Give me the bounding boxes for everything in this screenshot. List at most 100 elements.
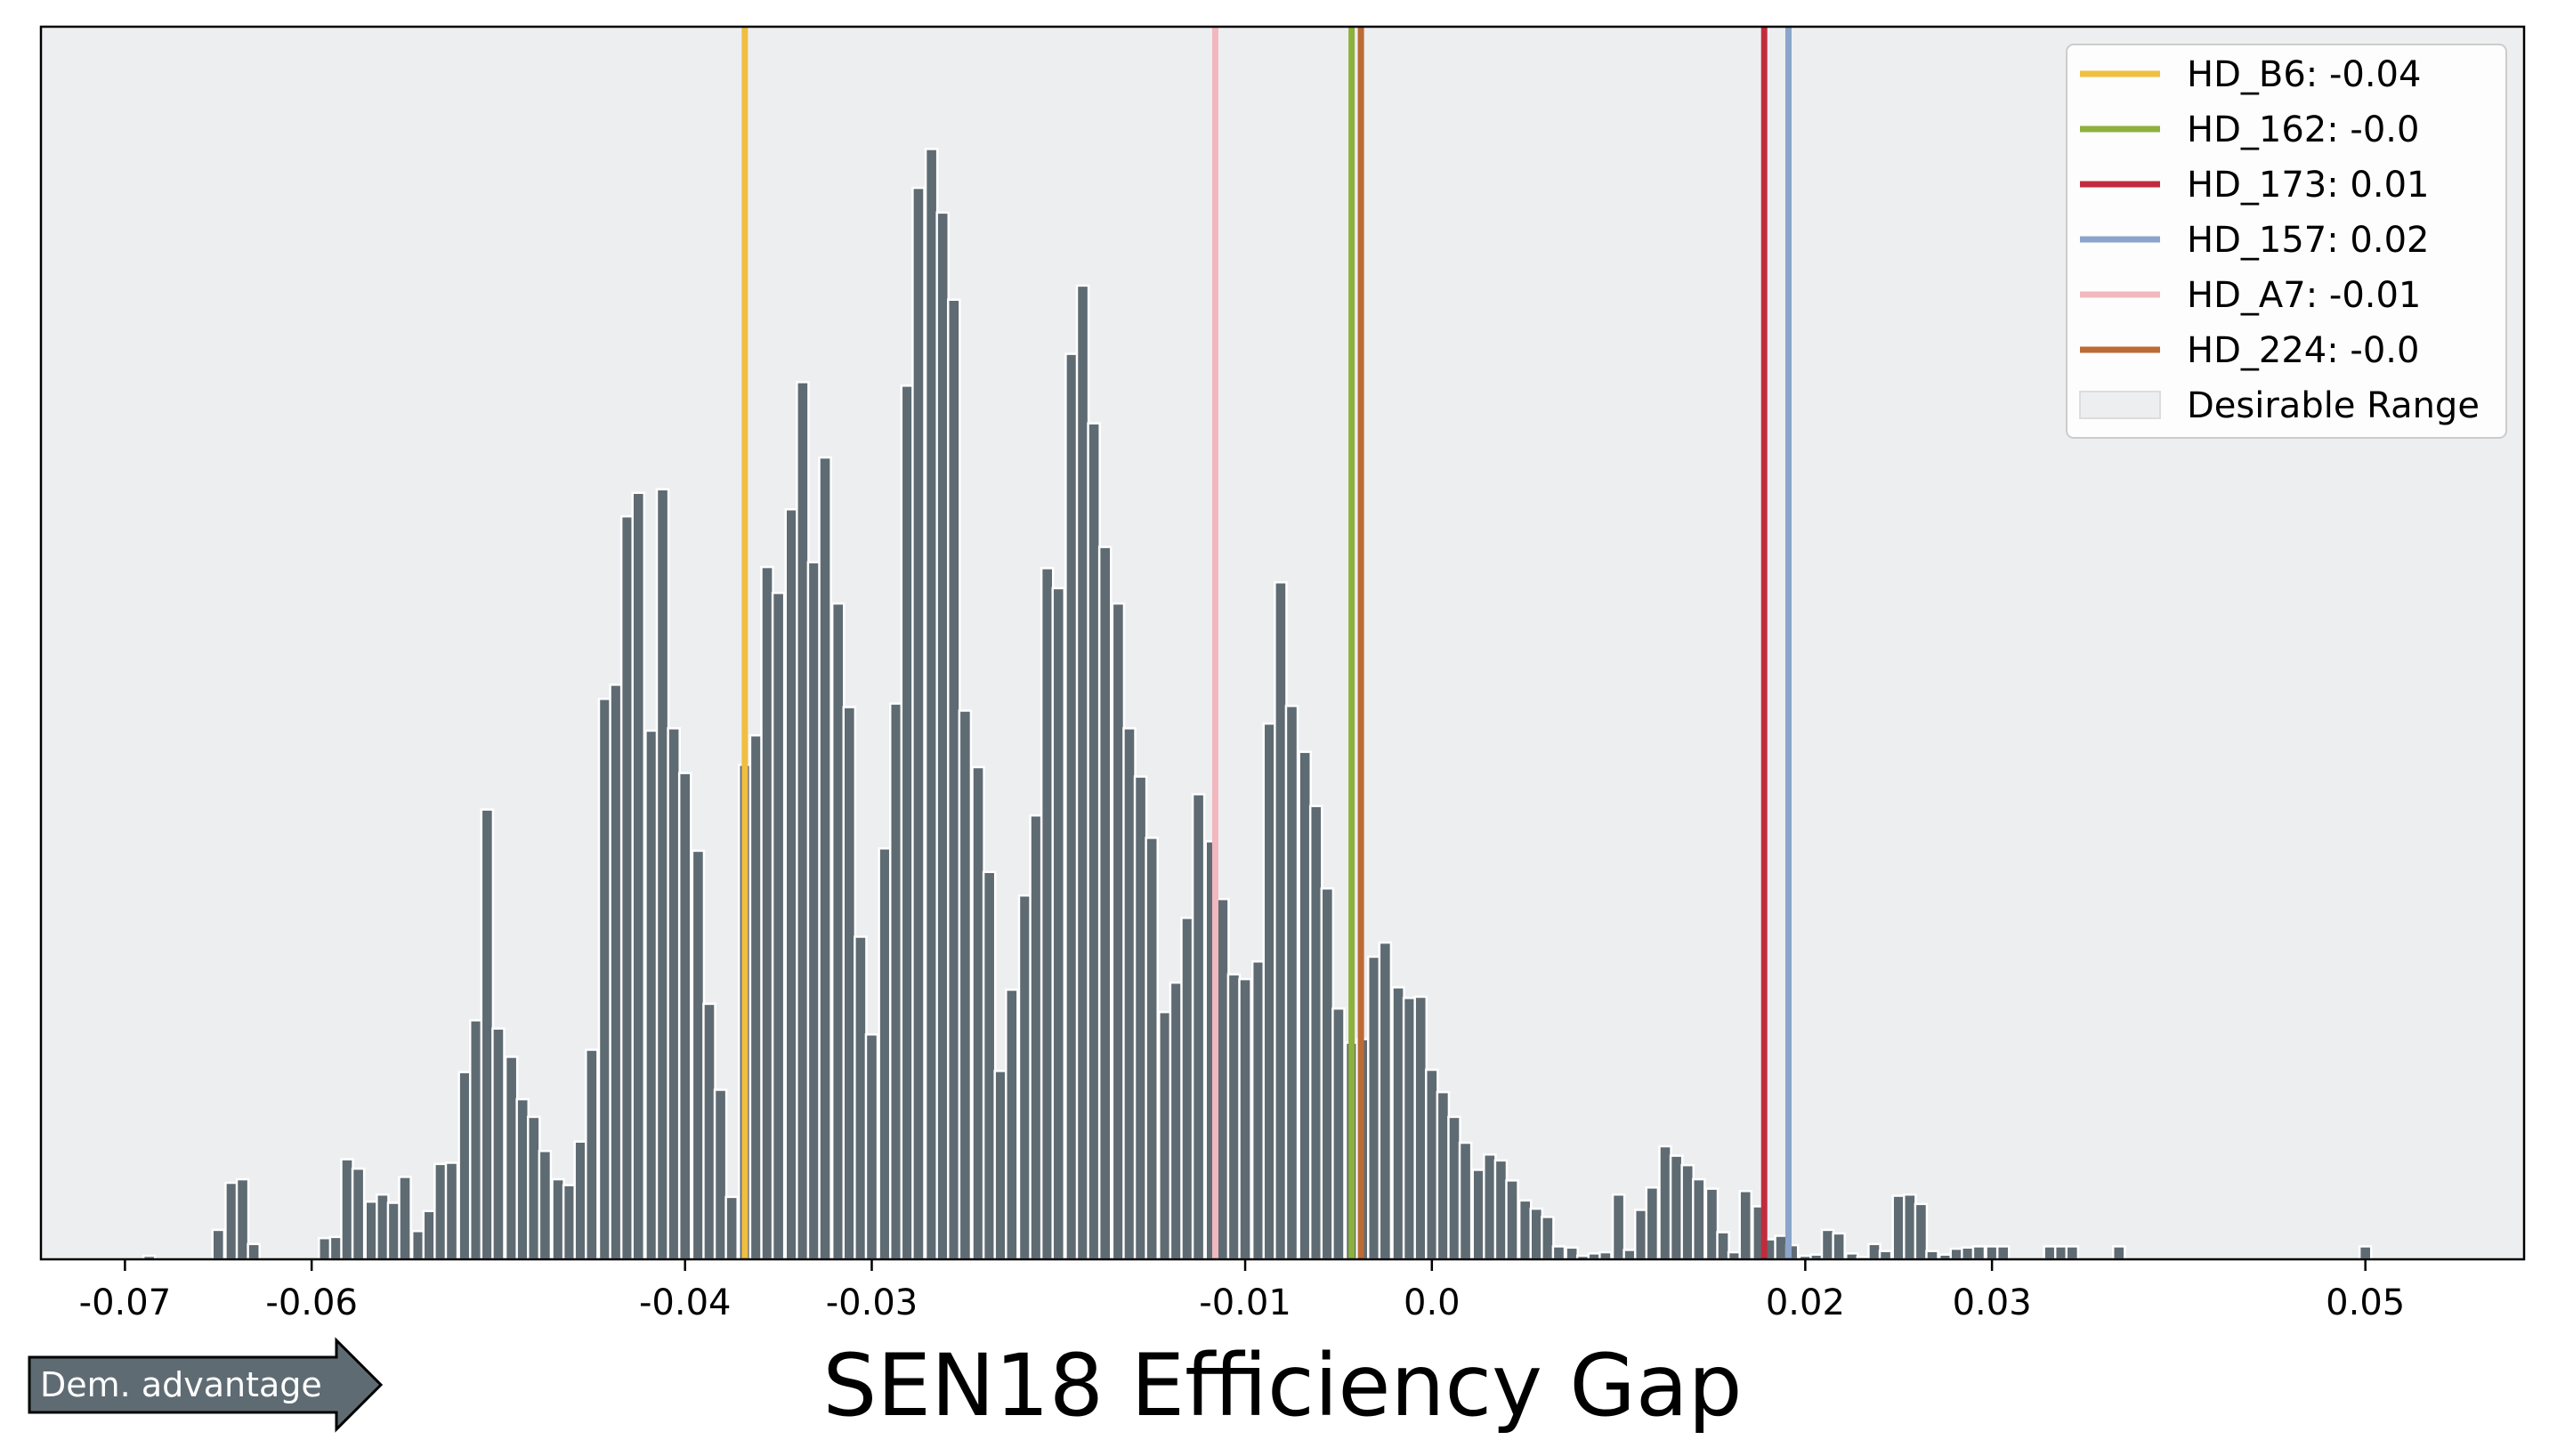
histogram-bar: [911, 186, 926, 1261]
histogram-bar: [1517, 1199, 1533, 1261]
x-tick-label: 0.03: [1953, 1282, 2032, 1323]
histogram-bar: [1122, 727, 1137, 1261]
histogram-bar: [1262, 722, 1277, 1261]
histogram-bar: [1458, 1141, 1473, 1261]
histogram-bar: [1366, 955, 1381, 1261]
histogram-bar: [573, 1140, 588, 1261]
histogram-bar: [1961, 1246, 1975, 1261]
arrow-shape: [28, 1337, 384, 1433]
legend-label: HD_A7: -0.01: [2187, 275, 2421, 316]
histogram-bar: [691, 849, 706, 1261]
histogram-bar: [1413, 995, 1428, 1261]
histogram-bar: [2053, 1245, 2068, 1261]
histogram-bar: [1075, 284, 1090, 1261]
histogram-bar: [1738, 1190, 1753, 1261]
histogram-bar: [1097, 546, 1113, 1261]
histogram-bar: [1436, 1090, 1451, 1261]
legend-label: Desirable Range: [2187, 385, 2480, 426]
histogram-bar: [340, 1158, 354, 1261]
histogram-bar: [1169, 981, 1184, 1261]
histogram-bar: [1541, 1216, 1555, 1261]
histogram-bar: [1133, 775, 1148, 1261]
x-tick-label: -0.07: [79, 1282, 172, 1323]
histogram-bar: [1274, 581, 1288, 1261]
legend: HD_B6: -0.04 HD_162: -0.0 HD_173: 0.01 HD_1…: [2066, 44, 2507, 439]
histogram-bar: [1191, 793, 1206, 1261]
legend-label: HD_224: -0.0: [2187, 330, 2419, 371]
histogram-bar: [318, 1236, 332, 1261]
histogram-bar: [1622, 1249, 1637, 1261]
x-tick-label: 0.05: [2326, 1282, 2405, 1323]
histogram-bar: [2358, 1245, 2373, 1261]
histogram-bar: [1005, 988, 1019, 1261]
legend-label: HD_162: -0.0: [2187, 109, 2419, 150]
histogram-bar: [1925, 1250, 1939, 1261]
histogram-bar: [888, 702, 903, 1261]
histogram-bar: [842, 706, 857, 1261]
histogram-bar: [655, 488, 670, 1261]
histogram-bar: [410, 1230, 425, 1261]
histogram-bar: [667, 727, 681, 1261]
histogram-bar: [1680, 1163, 1695, 1261]
histogram-bar: [993, 1070, 1008, 1261]
histogram-bar: [1226, 973, 1242, 1261]
histogram-bar: [247, 1242, 261, 1261]
histogram-bar: [935, 211, 951, 1261]
histogram-bar: [211, 1228, 226, 1261]
histogram-bar: [480, 808, 495, 1261]
histogram-bar: [1471, 1169, 1486, 1261]
histogram-bar: [619, 514, 635, 1261]
histogram-bar: [562, 1184, 577, 1261]
histogram-bar: [1447, 1115, 1461, 1261]
histogram-bar: [1017, 894, 1032, 1261]
histogram-bar: [971, 765, 985, 1261]
legend-box: [2066, 44, 2507, 439]
histogram-bar: [982, 870, 997, 1261]
histogram-bar: [1402, 997, 1417, 1261]
histogram-bar: [527, 1115, 541, 1261]
histogram-bar: [830, 602, 846, 1261]
histogram-bar: [1378, 941, 1393, 1261]
histogram-bar: [468, 1019, 483, 1261]
histogram-bar: [398, 1176, 412, 1261]
histogram-bar: [806, 561, 821, 1261]
histogram-bar: [1985, 1245, 1999, 1261]
histogram-bar: [958, 709, 973, 1261]
histogram-bar: [1878, 1250, 1893, 1261]
histogram-bar: [818, 456, 832, 1261]
histogram-bar: [2065, 1245, 2080, 1261]
histogram-bar: [235, 1177, 250, 1261]
histogram-bar: [1425, 1068, 1439, 1261]
histogram-bar: [713, 1088, 728, 1261]
histogram-bar: [724, 1195, 739, 1261]
histogram-bar: [1832, 1232, 1846, 1261]
histogram-bar: [1391, 986, 1405, 1261]
histogram-bar: [702, 1002, 716, 1261]
histogram-bar: [1320, 887, 1335, 1261]
histogram-bar: [1903, 1193, 1917, 1261]
x-axis-label: SEN18 Efficiency Gap: [822, 1336, 1742, 1436]
histogram-bar: [609, 684, 623, 1261]
x-tick-label: -0.01: [1199, 1282, 1291, 1323]
histogram-bar: [1051, 586, 1066, 1261]
histogram-bar: [1949, 1247, 1964, 1261]
histogram-bar: [538, 1150, 553, 1261]
legend-label: HD_173: 0.01: [2187, 165, 2429, 206]
histogram-bar: [1716, 1231, 1730, 1261]
histogram-bar: [760, 565, 774, 1261]
histogram-bar: [1995, 1245, 2011, 1261]
histogram-bar: [597, 698, 612, 1261]
histogram-bar: [784, 508, 799, 1261]
histogram-bar: [1691, 1177, 1706, 1261]
histogram-bar: [1040, 567, 1055, 1261]
histogram-bar: [1565, 1246, 1579, 1261]
x-axis-ticks: -0.07 -0.06 -0.04 -0.03 -0.01 0.0 0.02 0.03 0.05: [79, 1259, 2405, 1323]
histogram-bar: [1633, 1209, 1648, 1261]
histogram-bar: [422, 1209, 437, 1261]
histogram-bar: [386, 1201, 401, 1261]
histogram-bar: [1238, 977, 1252, 1261]
arrow-label: Dem. advantage: [40, 1365, 322, 1404]
x-tick-label: 0.02: [1766, 1282, 1845, 1323]
histogram-bar: [1483, 1153, 1497, 1261]
